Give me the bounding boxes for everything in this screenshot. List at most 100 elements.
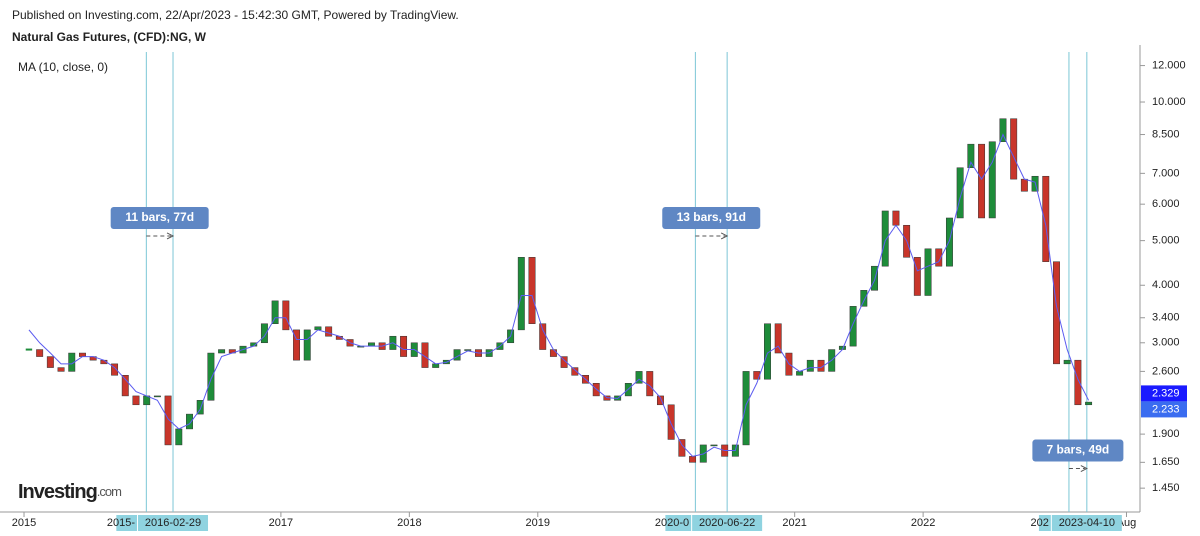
date-label: 202 <box>1030 517 1048 529</box>
date-box <box>1051 515 1122 531</box>
candle <box>132 395 140 406</box>
candle <box>111 363 119 376</box>
candle <box>164 395 172 446</box>
candle <box>79 352 86 357</box>
logo-text: Investing <box>18 481 97 503</box>
range-arrow-head <box>1080 465 1088 473</box>
date-label: 2023-04-10 <box>1059 517 1115 529</box>
candle <box>1042 175 1050 262</box>
candle <box>978 143 986 219</box>
candle <box>528 257 536 324</box>
candle <box>421 342 429 368</box>
candle <box>646 371 654 397</box>
y-tick-label: 1.450 <box>1152 482 1180 494</box>
candle <box>806 359 814 372</box>
x-tick-label: 2019 <box>526 517 550 529</box>
candle <box>667 404 675 440</box>
y-tick-label: 10.000 <box>1152 96 1186 108</box>
candle <box>1085 401 1093 406</box>
candle <box>367 342 375 347</box>
date-label: 2020-06-22 <box>699 517 755 529</box>
candle <box>1010 118 1018 180</box>
y-tick-label: 1.650 <box>1152 456 1180 468</box>
candle <box>121 375 129 397</box>
range-label: 13 bars, 91d <box>677 210 746 224</box>
candle <box>656 395 664 406</box>
y-tick-label: 8.500 <box>1152 128 1180 140</box>
y-tick-label: 5.000 <box>1152 235 1180 247</box>
candle <box>689 456 697 463</box>
candle <box>956 167 964 219</box>
date-label: 2015- <box>107 517 135 529</box>
candle <box>293 329 300 361</box>
candle <box>871 265 878 291</box>
price-tag-label: 2.233 <box>1152 403 1180 415</box>
ma-line <box>28 133 1090 457</box>
candle <box>539 323 547 350</box>
candle <box>36 349 44 357</box>
indicator-label: MA (10, close, 0) <box>18 60 108 74</box>
date-box <box>138 515 209 531</box>
y-tick-label: 3.400 <box>1152 312 1180 324</box>
candle <box>1053 261 1060 365</box>
range-arrow-head <box>720 232 729 240</box>
candle <box>186 413 193 430</box>
x-tick-label: 2015 <box>12 517 36 529</box>
range-label-box <box>1032 439 1124 462</box>
candle <box>635 371 643 384</box>
y-tick-label: 12.000 <box>1152 59 1186 71</box>
candle <box>571 367 579 376</box>
candle <box>46 356 54 368</box>
candle <box>25 348 33 351</box>
candle <box>175 428 183 446</box>
date-box <box>1038 515 1051 531</box>
y-tick-label: 6.000 <box>1152 198 1180 210</box>
price-tag <box>1141 401 1187 418</box>
candle <box>260 323 268 344</box>
y-tick-label: 3.000 <box>1152 337 1180 349</box>
candle <box>742 371 750 446</box>
candle <box>282 300 290 331</box>
candle <box>207 352 215 401</box>
candle <box>432 363 440 368</box>
candle <box>57 367 65 372</box>
candle <box>999 118 1007 142</box>
candle <box>881 210 889 267</box>
candle <box>1074 359 1082 406</box>
price-tag-label: 2.329 <box>1152 387 1180 399</box>
x-tick-label: 2022 <box>911 517 935 529</box>
date-label: 2020-0 <box>655 517 689 529</box>
logo: Investing.com <box>18 481 121 503</box>
y-tick-label: 1.900 <box>1152 428 1180 440</box>
candle <box>945 217 953 267</box>
candle <box>549 349 557 357</box>
candle <box>1063 359 1071 365</box>
candle <box>1020 178 1028 192</box>
candle <box>218 349 226 354</box>
candle <box>196 400 204 415</box>
candle <box>400 335 408 357</box>
x-tick-label: 2021 <box>782 517 806 529</box>
candle <box>924 248 932 296</box>
date-label: 2016-02-29 <box>145 517 201 529</box>
candle <box>464 349 472 351</box>
candle <box>560 356 568 368</box>
date-box <box>116 515 138 531</box>
candle <box>860 290 868 307</box>
published-note: Published on Investing.com, 22/Apr/2023 … <box>12 8 459 22</box>
x-tick-label: 2017 <box>269 517 293 529</box>
range-label-box <box>662 206 761 229</box>
candle <box>913 257 921 296</box>
x-tick-label: 2018 <box>397 517 421 529</box>
candle <box>935 248 943 267</box>
price-tag <box>1141 385 1187 402</box>
candle <box>988 141 996 219</box>
date-box <box>692 515 763 531</box>
candle <box>774 323 782 354</box>
logo-suffix: .com <box>97 484 121 499</box>
date-box <box>665 515 692 531</box>
candle <box>849 306 857 347</box>
candle <box>796 371 804 376</box>
y-tick-label: 2.600 <box>1152 365 1180 377</box>
